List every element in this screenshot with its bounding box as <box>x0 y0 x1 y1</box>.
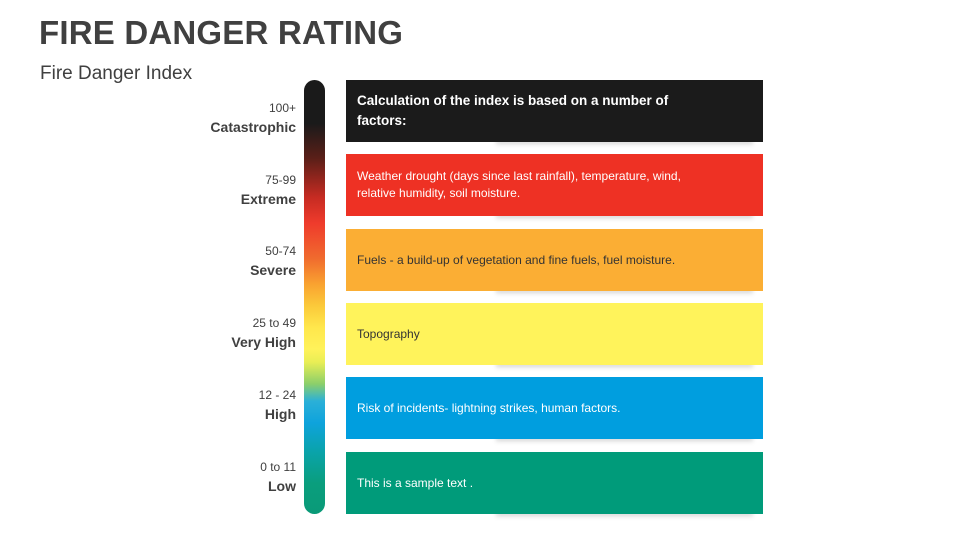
level-range: 75-99 <box>265 173 296 187</box>
card-text: Fuels - a build-up of vegetation and fin… <box>357 252 676 267</box>
level-catastrophic: 100+ Catastrophic <box>210 99 296 137</box>
level-name: Severe <box>250 262 296 278</box>
level-low: 0 to 11 Low <box>260 458 296 496</box>
factor-card-sample: This is a sample text . <box>346 452 763 514</box>
level-name: Very High <box>231 334 296 350</box>
level-high: 12 - 24 High <box>259 386 296 424</box>
factor-card-topography: Topography <box>346 303 763 365</box>
level-range: 100+ <box>268 101 296 115</box>
level-name: Low <box>268 478 296 494</box>
factor-card-incidents: Risk of incidents- lightning strikes, hu… <box>346 377 763 439</box>
factor-card-fuels: Fuels - a build-up of vegetation and fin… <box>346 229 763 291</box>
level-range: 12 - 24 <box>258 388 296 402</box>
level-range: 50-74 <box>265 244 296 258</box>
factor-card-header: Calculation of the index is based on a n… <box>346 80 763 142</box>
card-text: Topography <box>357 326 420 341</box>
level-name: High <box>264 406 296 422</box>
level-range: 0 to 11 <box>260 460 296 474</box>
danger-gradient-bar <box>304 80 325 514</box>
page-title: FIRE DANGER RATING <box>39 14 404 51</box>
level-name: Extreme <box>240 191 296 207</box>
level-name: Catastrophic <box>210 119 296 135</box>
level-extreme: 75-99 Extreme <box>241 171 296 209</box>
level-severe: 50-74 Severe <box>250 242 296 280</box>
factor-card-weather: Weather drought (days since last rainfal… <box>346 154 763 216</box>
card-text: Calculation of the index is based on a n… <box>357 93 669 128</box>
card-text: Risk of incidents- lightning strikes, hu… <box>357 400 621 415</box>
level-very-high: 25 to 49 Very High <box>231 314 296 352</box>
level-range: 25 to 49 <box>252 316 296 330</box>
card-text: Weather drought (days since last rainfal… <box>357 169 681 200</box>
card-text: This is a sample text . <box>357 475 474 490</box>
page-subtitle: Fire Danger Index <box>40 63 193 84</box>
